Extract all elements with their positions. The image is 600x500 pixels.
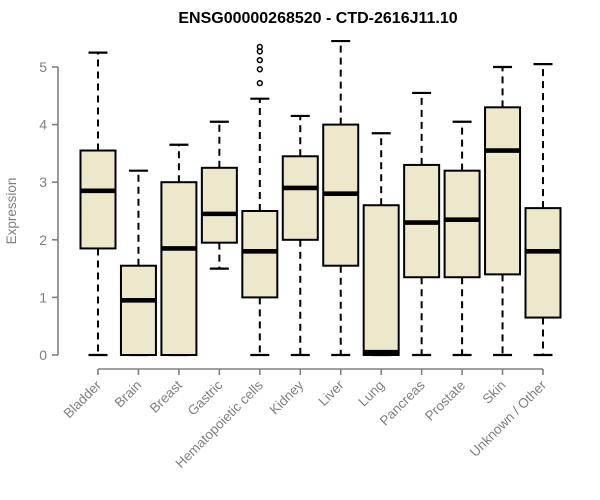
boxplot-liver <box>322 39 360 357</box>
box-rect <box>119 264 157 356</box>
boxes <box>79 39 562 357</box>
y-tick-label: 0 <box>39 347 47 363</box>
x-tick-label-unknown-other: Unknown / Other <box>467 377 550 460</box>
outlier-point <box>256 48 263 55</box>
x-tick-label-kidney: Kidney <box>267 377 307 417</box>
outlier-point <box>256 66 263 73</box>
box-rect <box>484 106 522 276</box>
boxplot-kidney <box>281 114 319 357</box>
outlier-point <box>256 56 263 64</box>
y-tick-label: 1 <box>39 289 47 305</box>
x-tick-label-skin: Skin <box>479 378 508 407</box>
boxplot-bladder <box>79 51 117 357</box>
x-tick-label-pancreas: Pancreas <box>377 377 428 428</box>
boxplot-brain <box>119 169 157 357</box>
y-axis-label: Expression <box>4 178 19 245</box>
boxplot-prostate <box>443 120 481 357</box>
box-rect <box>281 155 319 241</box>
box-rect <box>524 207 562 319</box>
box-rect <box>362 204 400 356</box>
boxplot-gastric <box>200 120 238 270</box>
y-tick-label: 5 <box>39 59 47 75</box>
y-tick-label: 4 <box>39 117 47 133</box>
boxplot-unknown-other <box>524 63 562 357</box>
box-rect <box>241 210 279 299</box>
y-tick-label: 2 <box>39 232 47 248</box>
box-rect <box>160 181 198 356</box>
x-tick-label-brain: Brain <box>112 378 145 411</box>
box-rect <box>200 166 238 244</box>
x-tick-label-prostate: Prostate <box>422 378 468 424</box>
box-rect <box>443 169 481 279</box>
y-tick-label: 3 <box>39 174 47 190</box>
boxplot-lung <box>362 132 400 357</box>
outlier-point <box>256 79 263 87</box>
boxplot-hematopoietic-cells <box>241 43 279 357</box>
boxplot-skin <box>484 65 522 357</box>
boxplot-pancreas <box>403 91 441 357</box>
chart-title: ENSG00000268520 - CTD-2616J11.10 <box>178 10 457 27</box>
x-tick-label-liver: Liver <box>316 377 348 409</box>
x-tick-label-breast: Breast <box>147 377 185 415</box>
x-tick-label-bladder: Bladder <box>61 377 105 421</box>
box-rect <box>79 149 117 250</box>
x-tick-label-lung: Lung <box>355 378 387 410</box>
boxplot-breast <box>160 143 198 357</box>
